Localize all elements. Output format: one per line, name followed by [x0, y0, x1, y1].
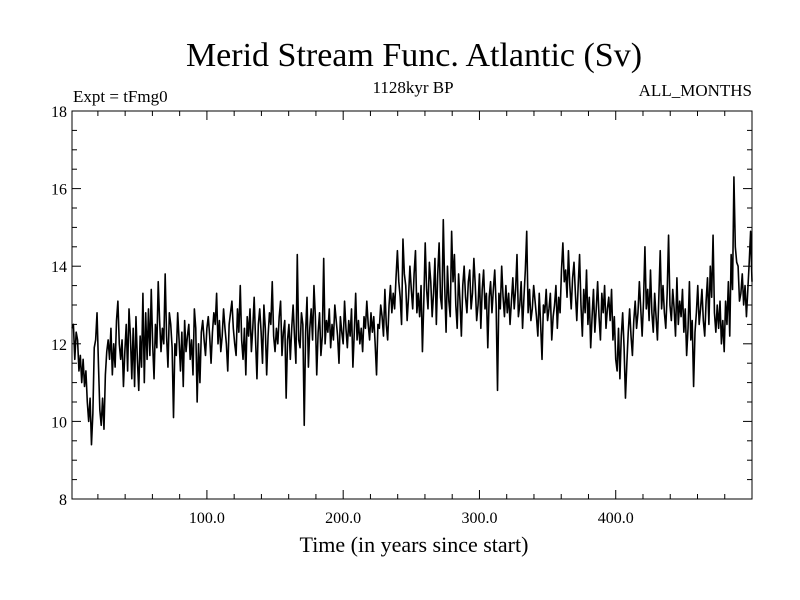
x-axis-label: Time (in years since start): [300, 532, 529, 557]
y-tick-label: 10: [51, 414, 67, 431]
x-axis: 100.0 200.0 300.0 400.0: [97, 111, 726, 527]
chart-subtitle: 1128kyr BP: [372, 78, 453, 97]
x-tick-label: 400.0: [598, 510, 634, 527]
x-tick-label: 100.0: [189, 510, 225, 527]
months-label: ALL_MONTHS: [639, 81, 752, 100]
y-tick-label: 16: [51, 182, 67, 199]
y-axis: 8 10 12 14 16 18: [51, 104, 752, 509]
y-tick-label: 18: [51, 104, 67, 121]
y-tick-label: 8: [59, 492, 67, 509]
x-tick-label: 300.0: [461, 510, 497, 527]
series-line: [71, 176, 753, 446]
y-tick-label: 14: [51, 259, 67, 276]
chart-title: Merid Stream Func. Atlantic (Sv): [186, 37, 642, 74]
expt-label: Expt = tFmg0: [73, 87, 168, 106]
y-tick-label: 12: [51, 337, 67, 354]
x-tick-label: 200.0: [325, 510, 361, 527]
